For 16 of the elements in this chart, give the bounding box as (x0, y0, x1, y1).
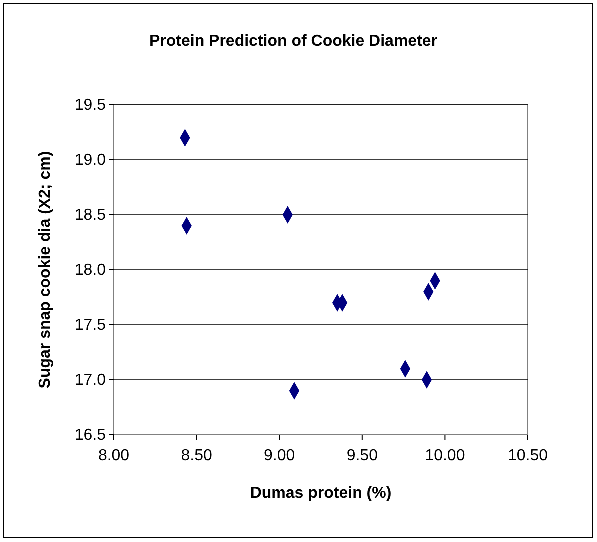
y-tick-label: 19.0 (74, 152, 106, 170)
chart-title: Protein Prediction of Cookie Diameter (149, 33, 438, 50)
x-tick-label: 9.00 (264, 448, 296, 465)
y-tick-label: 17.0 (74, 372, 106, 390)
y-tick-label: 16.5 (74, 427, 106, 444)
x-tick-label: 10.00 (425, 448, 466, 465)
x-tick-label: 8.00 (98, 448, 130, 465)
y-tick-label: 19.5 (74, 97, 106, 114)
x-tick-label: 9.50 (346, 448, 378, 465)
x-tick-label: 8.50 (181, 448, 212, 465)
x-axis-title: Dumas protein (%) (250, 485, 392, 502)
y-tick-label: 17.5 (74, 317, 106, 334)
x-tick-label: 10.50 (508, 448, 548, 465)
y-tick-label: 18.0 (74, 262, 106, 280)
y-axis-title: Sugar snap cookie dia (X2; cm) (37, 151, 54, 389)
y-tick-label: 18.5 (74, 207, 106, 224)
